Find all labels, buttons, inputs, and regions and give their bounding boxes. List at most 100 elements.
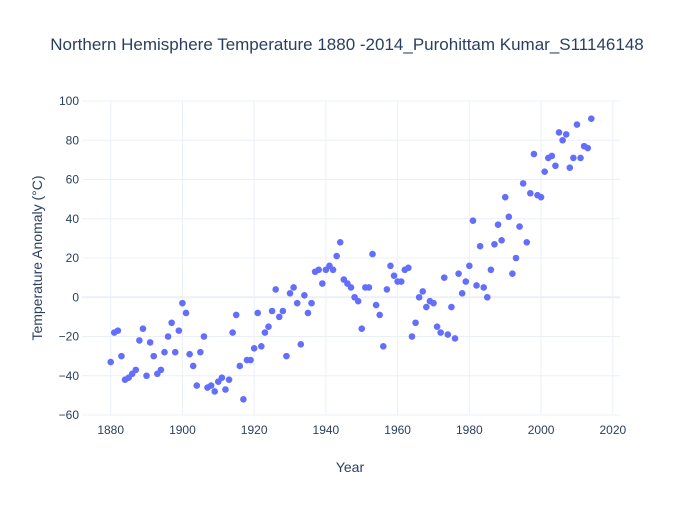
data-point[interactable] — [297, 341, 305, 348]
data-point[interactable] — [440, 274, 448, 281]
data-point[interactable] — [107, 358, 114, 366]
data-point[interactable] — [430, 299, 437, 307]
data-point[interactable] — [175, 327, 183, 334]
data-point[interactable] — [268, 307, 276, 315]
data-point[interactable] — [487, 266, 495, 274]
data-point[interactable] — [179, 299, 186, 307]
data-point[interactable] — [207, 382, 215, 389]
data-point[interactable] — [383, 286, 391, 293]
data-point[interactable] — [570, 154, 577, 162]
data-point[interactable] — [483, 293, 491, 301]
data-point[interactable] — [444, 331, 452, 338]
data-point[interactable] — [358, 325, 366, 332]
data-point[interactable] — [376, 311, 383, 319]
data-point[interactable] — [189, 362, 197, 370]
data-point[interactable] — [286, 290, 294, 297]
data-point[interactable] — [480, 284, 488, 291]
data-point[interactable] — [240, 396, 247, 403]
data-point[interactable] — [225, 376, 233, 383]
data-point[interactable] — [261, 329, 269, 336]
data-point[interactable] — [265, 323, 272, 330]
data-point[interactable] — [519, 180, 527, 187]
data-point[interactable] — [530, 150, 538, 158]
data-point[interactable] — [229, 329, 236, 336]
data-point[interactable] — [390, 272, 398, 279]
data-point[interactable] — [559, 136, 566, 144]
data-point[interactable] — [451, 335, 459, 342]
data-point[interactable] — [293, 299, 301, 307]
data-point[interactable] — [552, 162, 559, 170]
data-point[interactable] — [315, 266, 323, 274]
data-point[interactable] — [275, 313, 283, 321]
data-point[interactable] — [114, 327, 122, 334]
data-point[interactable] — [168, 319, 175, 327]
data-point[interactable] — [469, 217, 477, 225]
data-point[interactable] — [222, 386, 229, 393]
data-point[interactable] — [566, 164, 574, 172]
data-point[interactable] — [290, 284, 297, 291]
data-point[interactable] — [462, 278, 470, 285]
data-point[interactable] — [491, 240, 498, 248]
data-point[interactable] — [577, 154, 584, 162]
data-point[interactable] — [232, 311, 240, 319]
data-point[interactable] — [448, 303, 455, 311]
data-point[interactable] — [541, 168, 548, 175]
data-point[interactable] — [537, 193, 545, 201]
data-point[interactable] — [272, 286, 279, 293]
data-point[interactable] — [164, 333, 172, 340]
data-point[interactable] — [555, 129, 563, 136]
data-point[interactable] — [455, 270, 462, 278]
data-point[interactable] — [171, 348, 179, 356]
data-point[interactable] — [308, 299, 315, 307]
data-point[interactable] — [279, 307, 287, 315]
data-point[interactable] — [562, 131, 570, 138]
data-point[interactable] — [494, 221, 502, 228]
data-point[interactable] — [218, 374, 226, 382]
data-point[interactable] — [319, 280, 326, 287]
data-point[interactable] — [397, 278, 405, 285]
data-point[interactable] — [372, 301, 380, 309]
data-point[interactable] — [304, 309, 312, 317]
data-point[interactable] — [150, 352, 158, 360]
data-point[interactable] — [132, 366, 140, 374]
data-point[interactable] — [437, 329, 444, 336]
data-point[interactable] — [505, 213, 513, 221]
data-point[interactable] — [118, 352, 125, 360]
data-point[interactable] — [588, 115, 595, 122]
data-point[interactable] — [333, 252, 340, 260]
data-point[interactable] — [498, 237, 505, 244]
data-point[interactable] — [501, 193, 509, 201]
data-point[interactable] — [369, 250, 376, 258]
data-point[interactable] — [405, 264, 412, 272]
data-point[interactable] — [423, 303, 430, 311]
data-point[interactable] — [336, 239, 344, 246]
data-point[interactable] — [419, 288, 427, 295]
data-point[interactable] — [509, 270, 516, 278]
data-point[interactable] — [473, 282, 480, 289]
data-point[interactable] — [329, 266, 337, 274]
data-point[interactable] — [584, 144, 592, 152]
data-point[interactable] — [283, 352, 290, 360]
data-point[interactable] — [512, 254, 520, 262]
data-point[interactable] — [458, 290, 466, 297]
data-point[interactable] — [527, 189, 534, 197]
data-point[interactable] — [379, 343, 387, 350]
data-point[interactable] — [548, 152, 556, 160]
data-point[interactable] — [250, 344, 258, 352]
data-point[interactable] — [433, 323, 441, 330]
data-point[interactable] — [247, 356, 254, 364]
data-point[interactable] — [182, 309, 190, 317]
data-point[interactable] — [573, 121, 581, 128]
data-point[interactable] — [254, 309, 262, 317]
data-point[interactable] — [146, 339, 154, 346]
data-point[interactable] — [301, 291, 308, 299]
data-point[interactable] — [236, 362, 244, 370]
data-point[interactable] — [412, 319, 419, 327]
data-point[interactable] — [466, 262, 473, 270]
data-point[interactable] — [139, 325, 147, 332]
data-point[interactable] — [516, 223, 523, 230]
data-point[interactable] — [347, 284, 355, 291]
data-point[interactable] — [415, 293, 423, 301]
data-point[interactable] — [186, 350, 193, 358]
data-point[interactable] — [161, 348, 168, 356]
